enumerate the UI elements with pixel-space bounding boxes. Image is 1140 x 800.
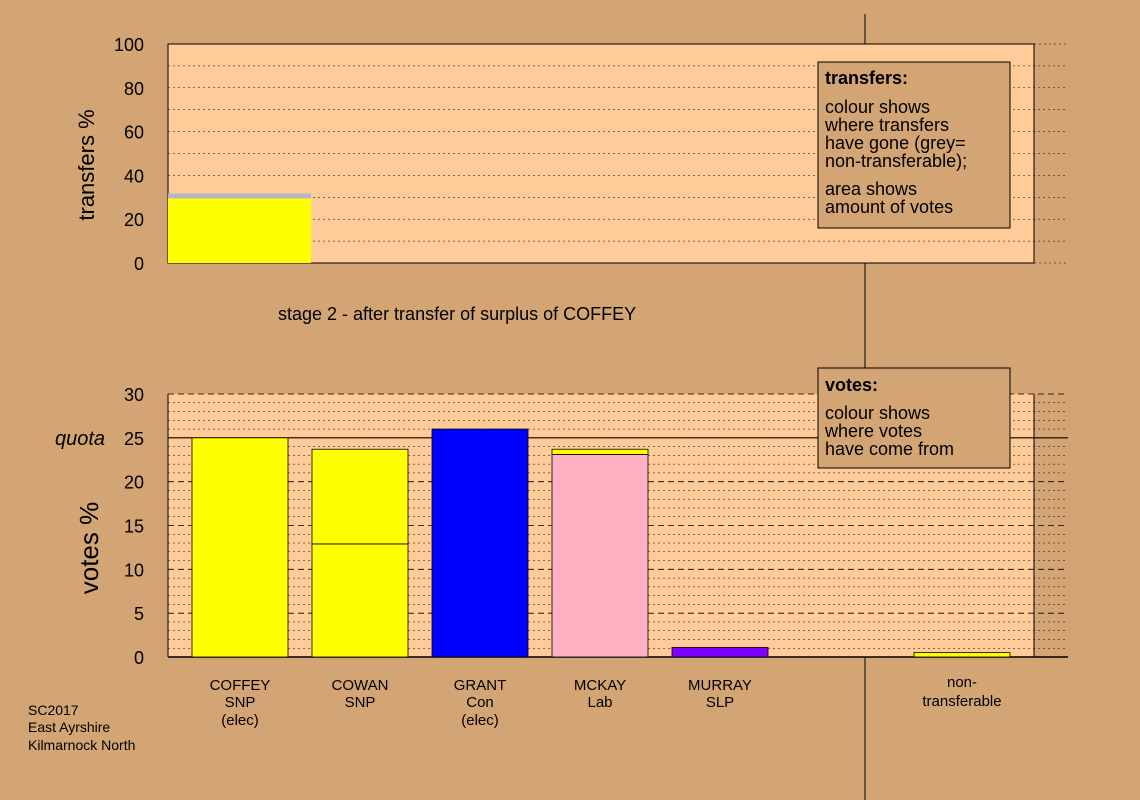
votes-legend-title: votes: xyxy=(825,375,878,395)
non-transferable-label: non- xyxy=(947,674,977,691)
transfers-y-tick-label: 0 xyxy=(134,254,144,274)
candidate-name-label: MURRAY xyxy=(688,677,752,694)
votes-y-tick-label: 0 xyxy=(134,648,144,668)
votes-y-tick-label: 15 xyxy=(124,517,144,537)
transfers-bar-segment xyxy=(168,193,311,196)
transfers-legend-line: amount of votes xyxy=(825,197,953,217)
candidate-party-label: Lab xyxy=(587,694,612,711)
transfers-bar-segment xyxy=(168,198,311,263)
transfers-bars xyxy=(168,193,311,263)
candidate-party-label: SLP xyxy=(706,694,734,711)
footer-line: SC2017 xyxy=(28,702,79,718)
votes-y-tick-label: 5 xyxy=(134,604,144,624)
transfers-legend-line: colour shows xyxy=(825,97,930,117)
votes-y-ticks: 0 5 10 15 20 25 30 quota xyxy=(55,385,144,668)
votes-y-tick-label: 20 xyxy=(124,473,144,493)
transfers-y-axis-label: transfers % xyxy=(74,109,99,220)
candidate-status-label: (elec) xyxy=(461,712,499,729)
votes-bar-segment xyxy=(311,543,409,658)
quota-label: quota xyxy=(55,428,105,450)
candidate-status-label: (elec) xyxy=(221,712,259,729)
transfers-y-tick-label: 60 xyxy=(124,123,144,143)
votes-y-tick-label: 10 xyxy=(124,560,144,580)
transfers-legend-line: where transfers xyxy=(824,115,949,135)
transfers-legend-line: have gone (grey= xyxy=(825,133,966,153)
transfers-y-tick-label: 100 xyxy=(114,35,144,55)
votes-y-tick-label: 25 xyxy=(124,429,144,449)
votes-legend-line: colour shows xyxy=(825,403,930,423)
transfers-y-tick-label: 80 xyxy=(124,79,144,99)
candidate-name-label: COWAN xyxy=(332,677,389,694)
stage-title: stage 2 - after transfer of surplus of C… xyxy=(278,304,636,324)
votes-bar-segment xyxy=(913,652,1011,658)
non-transferable-label: transferable xyxy=(922,693,1001,710)
transfers-legend-title: transfers: xyxy=(825,68,908,88)
votes-bar-segment xyxy=(551,454,649,658)
candidate-party-label: SNP xyxy=(345,694,376,711)
votes-legend-box xyxy=(817,367,1011,469)
transfers-y-tick-label: 20 xyxy=(124,210,144,230)
transfers-legend-line: area shows xyxy=(825,179,917,199)
votes-bar-segment xyxy=(431,428,529,658)
candidate-name-label: COFFEY xyxy=(210,677,271,694)
candidate-name-label: GRANT xyxy=(454,677,507,694)
candidate-name-label: MCKAY xyxy=(574,677,626,694)
votes-x-labels: COFFEYSNP(elec)COWANSNPGRANTCon(elec)MCK… xyxy=(210,674,1002,729)
votes-bar-segment xyxy=(311,448,409,545)
votes-legend: votes: colour shows where votes have com… xyxy=(817,367,1011,469)
transfers-y-ticks: 0 20 40 60 80 100 xyxy=(114,35,144,274)
candidate-party-label: Con xyxy=(466,694,494,711)
votes-y-axis-label: votes % xyxy=(74,502,104,595)
transfers-legend: transfers: colour shows where transfers … xyxy=(817,61,1011,229)
transfers-legend-box xyxy=(817,61,1011,229)
transfers-y-tick-label: 40 xyxy=(124,166,144,186)
footer-line: Kilmarnock North xyxy=(28,737,135,753)
transfers-bar-segment xyxy=(168,195,311,199)
footer: SC2017 East Ayrshire Kilmarnock North xyxy=(28,702,135,753)
votes-legend-line: where votes xyxy=(824,421,922,441)
votes-bar-segment xyxy=(671,646,769,658)
votes-bar-segment xyxy=(191,437,289,658)
votes-bars xyxy=(191,428,1011,658)
transfers-legend-line: non-transferable); xyxy=(825,151,967,171)
votes-legend-line: have come from xyxy=(825,439,954,459)
footer-line: East Ayrshire xyxy=(28,719,110,735)
votes-bar-segment xyxy=(551,448,649,455)
candidate-party-label: SNP xyxy=(225,694,256,711)
transfers-panel: 0 20 40 60 80 100 transfers % transfers: colo… xyxy=(74,35,1068,274)
votes-y-tick-label: 30 xyxy=(124,385,144,405)
